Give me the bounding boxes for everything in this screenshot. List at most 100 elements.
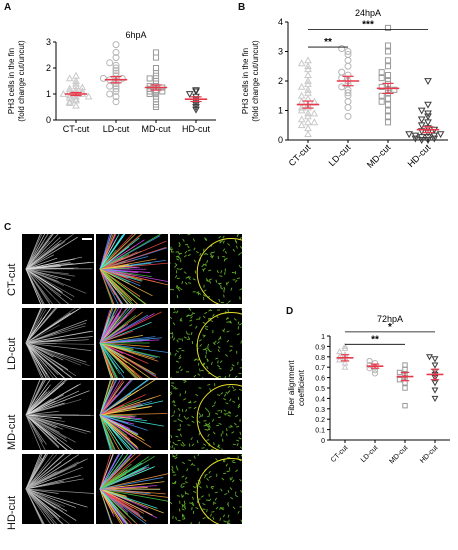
orientation-vector [220,508,225,510]
tracked-fiber [99,454,142,490]
fiber [25,342,57,345]
orientation-vector [172,455,176,458]
orientation-vector [191,415,195,419]
orientation-vector [196,291,200,294]
x-tick-label: LD-cut [103,124,130,134]
orientation-vector [204,311,208,315]
micrograph-drawing [99,454,168,524]
y-tick-label: 0.2 [315,417,325,424]
fiber [25,243,60,270]
orientation-vector [235,415,239,417]
orientation-vector [204,428,208,431]
data-point [426,354,433,361]
micrograph-drawing [25,380,94,450]
orientation-vector [204,474,208,476]
orientation-vector [183,415,187,419]
orientation-vector [202,321,206,324]
orientation-vector [202,517,206,520]
orientation-vector [222,248,226,252]
orientation-vector [178,242,181,246]
tracked-fiber [99,246,166,270]
tracked-fiber [99,234,120,270]
orientation-vector [191,501,194,505]
orientation-vector [218,337,221,341]
orientation-vector [237,321,240,325]
fiber [25,488,55,524]
tracked-fiber [99,413,168,416]
fiber [25,268,61,304]
data-point [378,69,385,76]
data-point [152,103,160,111]
y-tick-label: 0.1 [315,428,325,435]
data-point [152,72,160,79]
orientation-vector [192,238,195,242]
orientation-vector [183,500,186,504]
orientation-vector [190,316,193,319]
orientation-vector [193,406,197,410]
tracked-fiber [99,454,111,490]
orientation-vector [227,514,230,518]
orientation-vector [238,437,242,440]
data-point [402,362,408,368]
orientation-vector [173,386,177,389]
orientation-vector [171,331,174,335]
chart-b-24hpa: 24hpA PH3 cells in the fin (fold change cu… [241,8,448,170]
data-point [341,342,349,349]
orientation-vector [240,519,242,523]
orientation-vector [211,418,215,422]
tracked-fiber [99,268,119,304]
tracked-fiber [99,342,125,378]
tracked-fiber [99,342,141,378]
orientation-vector [228,411,232,414]
orientation-vector [181,441,185,445]
orientation-vector [210,361,213,366]
orientation-vector [183,336,187,339]
orientation-vector [218,375,222,378]
orientation-vector [227,414,231,417]
orientation-vector [215,357,219,360]
orientation-vector [183,503,186,507]
orientation-vector [202,508,206,511]
fiber [25,308,45,344]
tracked-fiber [99,463,132,490]
orientation-vector [189,502,193,504]
tracked-fiber [99,477,164,490]
tracked-fiber [99,268,141,297]
significance-label: * [388,322,392,333]
tracked-fiber [99,454,133,490]
panel-letter-a: A [4,2,12,13]
fiber [25,268,41,304]
row-label-hd: HD-cut [6,495,18,530]
orientation-vector [203,289,207,292]
tracked-fiber [99,394,161,416]
tracked-fiber [99,268,168,282]
fiber [25,268,59,280]
orientation-vector [220,392,224,395]
fiber [25,414,65,423]
orientation-vector [191,496,194,500]
orientation-vector [236,443,239,447]
data-point [106,82,114,90]
fiber [25,454,47,490]
data-point [297,59,306,67]
x-tick-label: LD-cut [360,444,380,464]
orientation-vector [227,390,231,393]
orientation-vector [197,454,200,457]
orientation-vector [220,409,223,413]
orientation-vector [193,490,197,494]
orientation-vector [170,435,173,439]
analysis-circle [196,312,242,378]
row-label-ld: LD-cut [6,337,18,370]
orientation-vector [183,271,187,274]
orientation-vector [240,340,242,344]
y-tick-label: 0.7 [315,365,325,372]
tracked-fiber [99,342,149,364]
tracked-fiber [99,389,111,416]
orientation-vector [181,508,185,511]
analysis-circle [196,384,242,450]
data-point [297,91,306,99]
orientation-vector [200,495,204,498]
data-point [344,98,352,106]
tracked-fiber [99,414,116,450]
tracked-fiber [99,380,156,416]
